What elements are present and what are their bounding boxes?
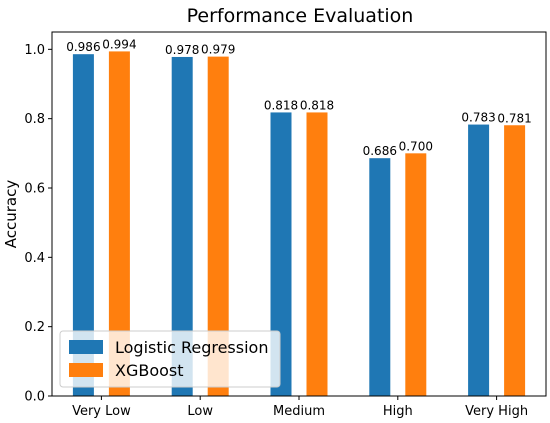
x-tick-label: High [383,404,413,419]
axes-layer: 0.0 0.2 0.4 0.6 0.8 1.0 Very Low Low Medium High V… [24,31,547,419]
y-tick-label: 0.6 [24,182,45,197]
bar [306,112,328,397]
bar-value-label: 0.686 [363,144,397,158]
bars-layer [72,51,526,397]
bar [468,124,490,396]
x-tick-label: Medium [273,404,325,419]
bar-value-label: 0.700 [399,139,433,153]
bar-value-label: 0.818 [264,98,298,112]
bar [207,56,229,397]
bar [72,54,94,396]
bar-value-label: 0.783 [461,111,495,125]
bar-value-label: 0.978 [165,43,199,57]
bar [504,125,526,396]
legend: Logistic Regression XGBoost [59,330,281,388]
bar [369,158,391,396]
bar-value-label: 0.979 [201,43,235,57]
x-tick-label: Low [187,404,213,419]
bar-value-label: 0.986 [66,40,100,54]
x-tick-label: Very High [465,404,528,419]
legend-swatch [69,363,103,377]
y-axis-title: Accuracy [2,180,20,249]
data-labels-layer: 0.986 0.994 0.978 0.979 0.818 0.818 0.686 0.700… [66,37,532,158]
bar [270,112,292,397]
x-tick-label: Very Low [72,404,131,419]
legend-label: XGBoost [115,361,184,380]
y-tick-label: 0.0 [24,390,45,405]
bar-value-label: 0.781 [497,111,531,125]
bar [405,153,427,396]
legend-swatch [69,340,103,354]
legend-box [59,330,281,388]
legend-label: Logistic Regression [115,338,268,357]
chart-title: Performance Evaluation [187,5,414,27]
y-tick-label: 0.4 [24,251,45,266]
bar-value-label: 0.994 [102,37,136,51]
y-tick-label: 0.8 [24,112,45,127]
y-tick-label: 1.0 [24,43,45,58]
bar [108,51,130,396]
bar-value-label: 0.818 [300,98,334,112]
bar [171,56,193,397]
y-tick-label: 0.2 [24,320,45,335]
